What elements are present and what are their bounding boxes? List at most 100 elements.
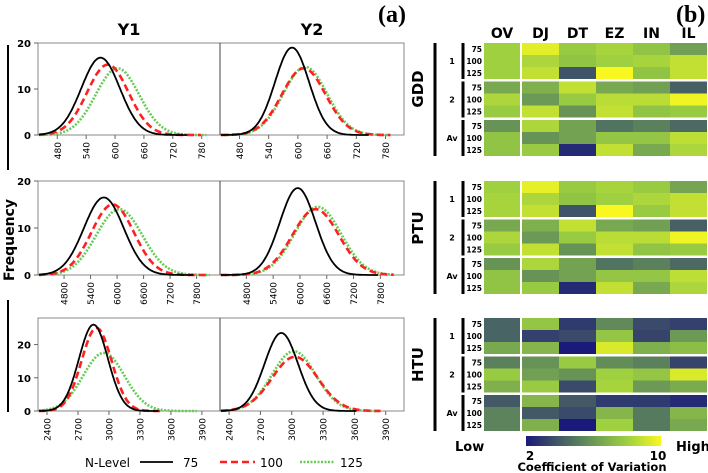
- heatmap-cell: [633, 81, 670, 94]
- row-label: 125: [466, 146, 482, 155]
- colorbar-max-label: 10: [650, 449, 667, 463]
- row-label: 100: [466, 371, 482, 380]
- heatmap-cell: [522, 120, 559, 132]
- heatmap-cell: [670, 330, 707, 342]
- heatmap-cell: [633, 368, 670, 381]
- x-tick-label: 600: [112, 142, 122, 159]
- heatmap-cell: [633, 419, 670, 431]
- heatmap-cell: [484, 105, 520, 118]
- heatmap-cell: [559, 81, 596, 94]
- heatmap-cell: [559, 205, 596, 217]
- heatmap-cell: [633, 55, 670, 67]
- heatmap-cell: [670, 258, 707, 270]
- heatmap-cell: [559, 356, 596, 369]
- heatmap-cell: [522, 55, 559, 67]
- heatmap-cell: [559, 282, 596, 294]
- row-label: 75: [472, 45, 482, 54]
- colorbar: [526, 436, 661, 446]
- x-tick-label: 6600: [323, 282, 333, 305]
- x-tick-label: 3300: [320, 418, 330, 441]
- curve-y1-n75: [38, 56, 188, 136]
- heatmap-cell: [522, 407, 559, 419]
- x-tick-label: 4800: [61, 282, 71, 305]
- heatmap-cell: [559, 368, 596, 381]
- heatmap-cell: [596, 181, 633, 193]
- x-tick-label: 4800: [243, 282, 253, 305]
- heatmap-cell: [484, 81, 520, 94]
- row-label: 125: [466, 108, 482, 117]
- row-label: 100: [466, 234, 482, 243]
- row-title-ptu: PTU: [409, 211, 427, 244]
- y-tick-label: 10: [17, 85, 31, 96]
- heatmap-cell: [559, 258, 596, 270]
- heatmap-cell: [484, 205, 520, 217]
- heatmap-cell: [596, 282, 633, 294]
- heatmap-cell: [484, 43, 520, 55]
- column-header-dj: DJ: [532, 26, 549, 42]
- heatmap-cell: [670, 132, 707, 144]
- column-header-in: IN: [643, 26, 660, 42]
- x-tick-label: 5400: [87, 282, 97, 305]
- curve-y1-n125: [38, 207, 210, 277]
- heatmap-cell: [633, 231, 670, 244]
- heatmap-cell: [633, 356, 670, 369]
- row-label: 75: [472, 359, 482, 368]
- heatmap-cell: [670, 181, 707, 193]
- group-label: 1: [449, 57, 455, 66]
- heatmap-cell: [596, 395, 633, 407]
- colorbar-title: Coefficient of Variation: [517, 460, 666, 473]
- y-tick-label: 0: [24, 407, 31, 418]
- heatmap-cell: [484, 55, 520, 67]
- heatmap-cell: [522, 219, 559, 232]
- group-label: Av: [446, 409, 458, 418]
- heatmap-cell: [559, 330, 596, 342]
- group-label: Av: [446, 272, 458, 281]
- heatmap-cell: [596, 231, 633, 244]
- heatmap-cell: [559, 93, 596, 106]
- chart-gdd: 0 10 20 GDD 480 540 600 660 720 780 480 540 600 660 72…: [17, 39, 427, 159]
- heatmap-cell: [633, 193, 670, 205]
- heatmap-cell: [596, 81, 633, 94]
- heatmap-cell: [633, 318, 670, 330]
- x-tick-label: 7800: [377, 282, 387, 305]
- heatmap-cell: [484, 93, 520, 106]
- x-tick-label: 2700: [74, 418, 84, 441]
- heatmap-cell: [559, 342, 596, 354]
- x-tick-label: 6000: [114, 282, 124, 305]
- group-label: 2: [449, 234, 455, 243]
- heatmap-cell: [633, 407, 670, 419]
- heatmap-cell: [522, 282, 559, 294]
- heatmap-cell: [559, 67, 596, 79]
- heatmap-cell: [670, 407, 707, 419]
- heatmap-cell: [596, 270, 633, 282]
- x-tick-label: 720: [169, 142, 179, 159]
- x-tick-label: 660: [324, 142, 334, 159]
- group-label: Av: [446, 134, 458, 143]
- column-header-il: IL: [681, 26, 695, 42]
- legend-label-75: 75: [183, 456, 198, 470]
- curve-y2-n125: [220, 349, 381, 413]
- colorbar-min-label: 2: [526, 449, 534, 463]
- column-header-ez: EZ: [605, 26, 625, 42]
- row-label: 75: [472, 397, 482, 406]
- column-title-y1: Y1: [117, 20, 141, 39]
- heatmap-cell: [596, 105, 633, 118]
- heatmap-cell: [522, 395, 559, 407]
- heatmap-cell: [484, 318, 520, 330]
- heatmap-cell: [670, 144, 707, 156]
- row-label: 100: [466, 195, 482, 204]
- heatmap-cell: [522, 380, 559, 393]
- x-tick-label: 3300: [136, 418, 146, 441]
- heatmap-cell: [670, 231, 707, 244]
- heatmap-cell: [522, 419, 559, 431]
- heatmap-cell: [596, 243, 633, 256]
- panel-b-label: (b): [676, 2, 705, 28]
- heatmap-cell: [559, 243, 596, 256]
- panel-a-label: (a): [378, 2, 406, 28]
- x-tick-label: 3600: [351, 418, 361, 441]
- heatmap-cell: [522, 132, 559, 144]
- heatmap-cell: [522, 193, 559, 205]
- legend-label-125: 125: [340, 456, 363, 470]
- heatmap-cell: [522, 243, 559, 256]
- curve-y1-n100: [38, 326, 164, 413]
